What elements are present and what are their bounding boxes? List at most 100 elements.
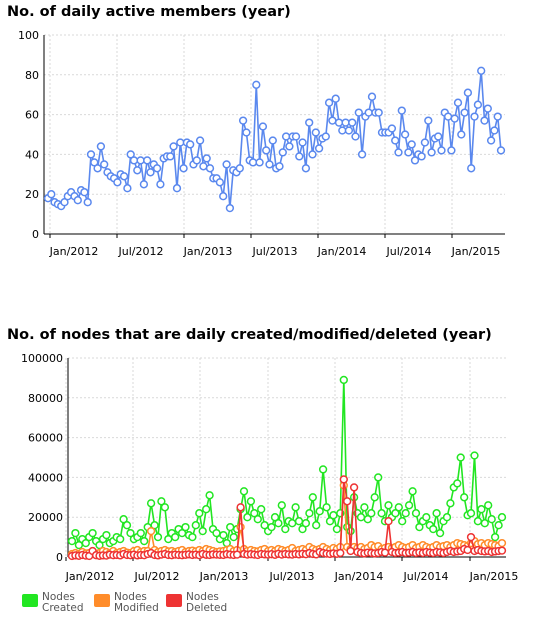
chart1-series-1-point	[242, 128, 251, 137]
chart2-series-1-point	[202, 505, 211, 514]
chart2-y-tick-label: 0	[56, 551, 63, 564]
chart1-series-1-point	[301, 164, 311, 173]
chart1-series-1-point	[100, 160, 109, 169]
chart1-series-1-point	[252, 80, 261, 89]
chart2-x-tick-label: Jul/2013	[269, 570, 315, 583]
chart1-series-1-point	[295, 152, 304, 161]
chart2-series-1-point	[446, 499, 455, 508]
chart1-y-tick-label: 80	[25, 69, 39, 82]
chart1-series-1-point	[96, 142, 106, 151]
chart1-series-1-point	[186, 140, 195, 149]
chart1-series-1-point	[470, 112, 479, 121]
chart1-x-tick-label: Jul/2013	[252, 245, 298, 258]
chart2-series-1-point	[470, 451, 479, 460]
chart2-x-tick-label: Jul/2014	[403, 570, 449, 583]
chart1-series-1-point	[93, 164, 102, 173]
chart1-series-1-point	[268, 136, 277, 145]
chart2-series-1-point	[116, 534, 125, 544]
chart1-series-1-point	[281, 132, 291, 141]
chart1-y-tick-label: 60	[25, 109, 39, 122]
chart2-series-1-point	[291, 503, 300, 512]
chart1-series-1-point	[308, 150, 317, 159]
chart2-series-1-point	[277, 501, 286, 510]
chart1-x-tick-label: Jan/2013	[183, 245, 233, 258]
chart2-series-3-point	[339, 475, 348, 484]
chart2-series-1-point	[126, 528, 135, 538]
chart1-series-1-point	[410, 156, 420, 165]
chart1-series-1-point	[480, 116, 489, 125]
chart2-series-1-point	[239, 487, 249, 496]
chart2-series-1-point	[325, 517, 335, 526]
chart2-series-1-point	[71, 528, 80, 538]
chart1-series-1-point	[473, 100, 483, 109]
legend-label: Nodes Created	[42, 591, 84, 614]
chart2-series-1-point	[329, 511, 338, 520]
chart1-series-1-point	[202, 154, 211, 163]
chart1-series-1-point	[60, 198, 69, 207]
chart1-series-1-point	[139, 180, 149, 189]
chart2-series-1-point	[274, 519, 283, 528]
chart1-series-1-point	[424, 116, 433, 125]
chart2-series-1-point	[456, 453, 465, 462]
chart1-series-1-point	[298, 138, 307, 147]
chart1-series-1-point	[420, 138, 430, 147]
chart2-series-1-point	[322, 503, 331, 512]
chart2-series-3-point	[232, 550, 242, 559]
chart2-series-3-point	[236, 503, 245, 512]
chart1-series-1-point	[407, 140, 416, 149]
chart1-series-1-point	[152, 164, 162, 173]
chart1-series-1-point	[192, 156, 201, 165]
chart2-y-tick-label: 80000	[28, 392, 63, 405]
chart1-series-1-point	[338, 126, 347, 135]
chart2-series-1-point	[298, 524, 307, 534]
chart2-series-1-point	[490, 532, 500, 542]
chart1-series-1-point	[348, 118, 357, 127]
legend-swatch	[22, 594, 38, 607]
chart1-series-1-point	[334, 118, 344, 127]
chart2-series-1-point	[466, 509, 476, 518]
chart1-series-1-point	[477, 66, 486, 75]
chart2-series-3-point	[466, 532, 476, 542]
chart1-series-1-point	[248, 158, 258, 167]
legend-label: Nodes Modified	[114, 591, 159, 614]
chart1-series-1-point	[391, 136, 400, 145]
chart2-series-1-point	[67, 536, 77, 546]
chart2-series-3-point	[346, 546, 355, 556]
chart2-series-1-point	[339, 375, 348, 385]
chart1-y-tick-label: 40	[25, 148, 39, 161]
chart1-series-1-point	[123, 184, 132, 193]
chart1-series-1-point	[73, 196, 82, 205]
chart2-series-1-point	[188, 532, 197, 542]
chart1-series-1-point	[146, 168, 155, 177]
chart2-series-1-point	[422, 513, 431, 522]
chart2-series-1-point	[95, 540, 104, 550]
chart2-series-1-point	[195, 509, 204, 518]
chart1-series-1-point	[341, 118, 350, 127]
chart1-series-1-point	[195, 136, 205, 145]
chart2-series-1-point	[229, 532, 238, 542]
chart1-series-1-point	[235, 164, 244, 173]
chart1-series-1-point	[437, 146, 446, 155]
chart2-series-1-point	[312, 521, 321, 530]
chart2-series-1-point	[391, 509, 400, 518]
chart2-series-3-point	[343, 497, 352, 506]
chart1-series-1-point	[321, 132, 330, 141]
chart2-series-1-point	[398, 517, 407, 526]
chart1-plot-area	[44, 35, 505, 234]
chart2-series-1-point	[305, 509, 314, 518]
chart1-series-1-point	[463, 88, 473, 97]
chart1-series-1-point	[453, 98, 463, 107]
chart1-series-1-point	[83, 198, 92, 207]
chart1-series-1-point	[417, 152, 426, 161]
chart1-series-1-point	[156, 180, 165, 189]
chart2-series-1-point	[370, 493, 379, 502]
chart2-series-1-point	[453, 479, 462, 488]
chart1-series-1-point	[275, 162, 284, 171]
chart1-series-1-point	[278, 148, 287, 157]
chart2-series-1-point	[243, 513, 252, 522]
chart1-series-1-point	[324, 98, 334, 107]
chart2-series-3-point	[497, 546, 507, 555]
chart1-series-1-point	[427, 148, 436, 157]
chart1-series-1-point	[126, 150, 135, 159]
